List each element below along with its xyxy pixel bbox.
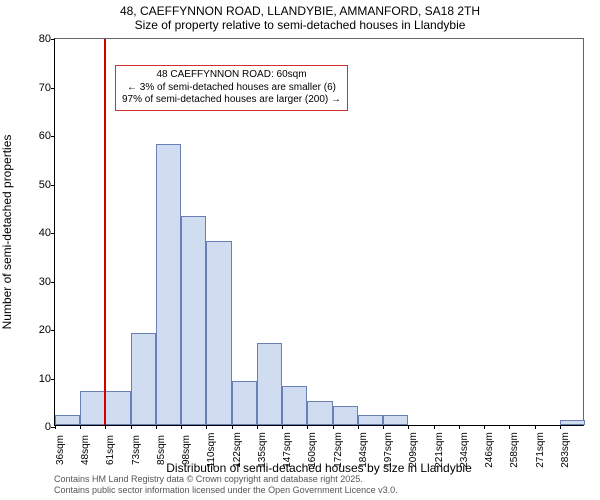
x-tick-mark (459, 425, 460, 429)
histogram-bar (232, 381, 257, 425)
footer-line-2: Contains public sector information licen… (54, 485, 398, 496)
x-tick-mark (55, 425, 56, 429)
y-tick-mark (51, 136, 55, 137)
histogram-bar (560, 420, 585, 425)
annotation-box: 48 CAEFFYNNON ROAD: 60sqm ← 3% of semi-d… (115, 65, 348, 111)
x-tick-mark (509, 425, 510, 429)
title-line-2: Size of property relative to semi-detach… (0, 18, 600, 32)
x-tick-mark (484, 425, 485, 429)
x-tick-mark (434, 425, 435, 429)
histogram-bar (358, 415, 383, 425)
plot-area: Number of semi-detached properties Distr… (54, 38, 584, 426)
x-tick-label: 135sqm (257, 432, 268, 468)
x-tick-mark (80, 425, 81, 429)
x-tick-label: 234sqm (459, 432, 470, 468)
x-tick-label: 184sqm (358, 432, 369, 468)
y-tick-label: 0 (25, 421, 51, 433)
x-tick-mark (282, 425, 283, 429)
annotation-line-1: 48 CAEFFYNNON ROAD: 60sqm (122, 69, 341, 82)
x-tick-label: 36sqm (55, 435, 66, 465)
y-tick-label: 70 (25, 82, 51, 94)
title-line-1: 48, CAEFFYNNON ROAD, LLANDYBIE, AMMANFOR… (0, 4, 600, 18)
histogram-bar (156, 144, 181, 425)
x-tick-mark (535, 425, 536, 429)
x-tick-label: 85sqm (156, 435, 167, 465)
x-tick-mark (206, 425, 207, 429)
chart-area: Number of semi-detached properties Distr… (54, 38, 584, 426)
x-tick-mark (232, 425, 233, 429)
x-tick-label: 283sqm (560, 432, 571, 468)
x-tick-label: 147sqm (282, 432, 293, 468)
y-tick-label: 40 (25, 227, 51, 239)
y-tick-mark (51, 282, 55, 283)
histogram-bar (55, 415, 80, 425)
histogram-bar (131, 333, 156, 425)
x-tick-label: 73sqm (131, 435, 142, 465)
annotation-line-3: 97% of semi-detached houses are larger (… (122, 94, 341, 107)
x-tick-label: 61sqm (105, 435, 116, 465)
annotation-line-2: ← 3% of semi-detached houses are smaller… (122, 82, 341, 95)
x-tick-label: 246sqm (484, 432, 495, 468)
y-tick-mark (51, 185, 55, 186)
y-tick-mark (51, 379, 55, 380)
x-tick-mark (131, 425, 132, 429)
x-tick-label: 258sqm (509, 432, 520, 468)
x-tick-mark (105, 425, 106, 429)
y-tick-label: 30 (25, 276, 51, 288)
x-tick-label: 110sqm (206, 433, 217, 468)
x-tick-label: 98sqm (181, 435, 192, 465)
x-tick-label: 48sqm (80, 435, 91, 465)
histogram-bar (80, 391, 105, 425)
y-tick-mark (51, 233, 55, 234)
x-tick-mark (408, 425, 409, 429)
y-axis-label: Number of semi-detached properties (0, 135, 14, 330)
x-tick-mark (307, 425, 308, 429)
x-tick-label: 221sqm (434, 432, 445, 468)
y-tick-mark (51, 88, 55, 89)
histogram-bar (206, 241, 231, 425)
y-tick-mark (51, 330, 55, 331)
y-tick-mark (51, 39, 55, 40)
x-tick-mark (383, 425, 384, 429)
histogram-bar (307, 401, 332, 425)
y-tick-label: 60 (25, 130, 51, 142)
x-tick-mark (358, 425, 359, 429)
y-tick-label: 10 (25, 373, 51, 385)
histogram-bar (105, 391, 130, 425)
x-tick-mark (181, 425, 182, 429)
y-tick-label: 80 (25, 33, 51, 45)
x-tick-label: 271sqm (535, 432, 546, 468)
x-tick-label: 160sqm (307, 432, 318, 468)
x-tick-label: 172sqm (333, 432, 344, 468)
x-tick-mark (257, 425, 258, 429)
histogram-bar (181, 216, 206, 425)
histogram-bar (333, 406, 358, 425)
x-tick-label: 197sqm (383, 432, 394, 468)
y-tick-label: 50 (25, 179, 51, 191)
histogram-bar (282, 386, 307, 425)
y-tick-label: 20 (25, 324, 51, 336)
chart-title-block: 48, CAEFFYNNON ROAD, LLANDYBIE, AMMANFOR… (0, 0, 600, 32)
x-tick-label: 209sqm (408, 432, 419, 468)
x-tick-mark (560, 425, 561, 429)
x-tick-label: 122sqm (232, 432, 243, 468)
histogram-bar (257, 343, 282, 425)
footer-line-1: Contains HM Land Registry data © Crown c… (54, 474, 398, 485)
footer-attribution: Contains HM Land Registry data © Crown c… (54, 474, 398, 496)
property-marker-line (104, 39, 106, 425)
x-tick-mark (156, 425, 157, 429)
histogram-bar (383, 415, 408, 425)
x-tick-mark (333, 425, 334, 429)
